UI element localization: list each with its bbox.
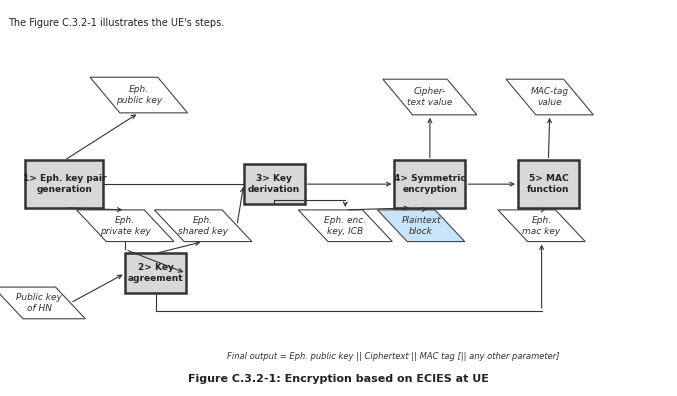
Text: Eph.
shared key: Eph. shared key [178, 216, 228, 236]
Polygon shape [506, 79, 594, 115]
Polygon shape [299, 210, 393, 242]
Polygon shape [0, 287, 85, 319]
Text: MAC-tag
value: MAC-tag value [531, 87, 569, 107]
Text: Figure C.3.2-1: Encryption based on ECIES at UE: Figure C.3.2-1: Encryption based on ECIE… [188, 374, 489, 384]
Polygon shape [378, 210, 464, 242]
Text: Eph.
mac key: Eph. mac key [523, 216, 561, 236]
Text: The Figure C.3.2-1 illustrates the UE's steps.: The Figure C.3.2-1 illustrates the UE's … [8, 18, 224, 28]
Text: 1> Eph. key pair
generation: 1> Eph. key pair generation [22, 174, 106, 194]
Text: 3> Key
derivation: 3> Key derivation [248, 174, 301, 194]
Bar [518, 160, 579, 208]
Bar [26, 160, 103, 208]
Text: Eph. enc.
key, ICB: Eph. enc. key, ICB [324, 216, 366, 236]
Text: Final output = Eph. public key || Ciphertext || MAC tag [|| any other parameter]: Final output = Eph. public key || Cipher… [227, 352, 559, 361]
Polygon shape [154, 210, 252, 242]
Text: 4> Symmetric
encryption: 4> Symmetric encryption [394, 174, 466, 194]
Bar [394, 160, 466, 208]
Text: Eph.
public key: Eph. public key [116, 85, 162, 105]
Polygon shape [498, 210, 586, 242]
Text: 2> Key
agreement: 2> Key agreement [128, 263, 183, 283]
Text: Public key
of HN: Public key of HN [16, 293, 62, 313]
Bar [244, 164, 305, 204]
Text: Eph.
private key: Eph. private key [100, 216, 151, 236]
Text: 5> MAC
function: 5> MAC function [527, 174, 569, 194]
Text: Cipher-
text value: Cipher- text value [407, 87, 453, 107]
Polygon shape [77, 210, 174, 242]
Polygon shape [90, 77, 188, 113]
Bar [125, 253, 186, 293]
Polygon shape [383, 79, 477, 115]
Text: Plaintext
block: Plaintext block [401, 216, 441, 236]
